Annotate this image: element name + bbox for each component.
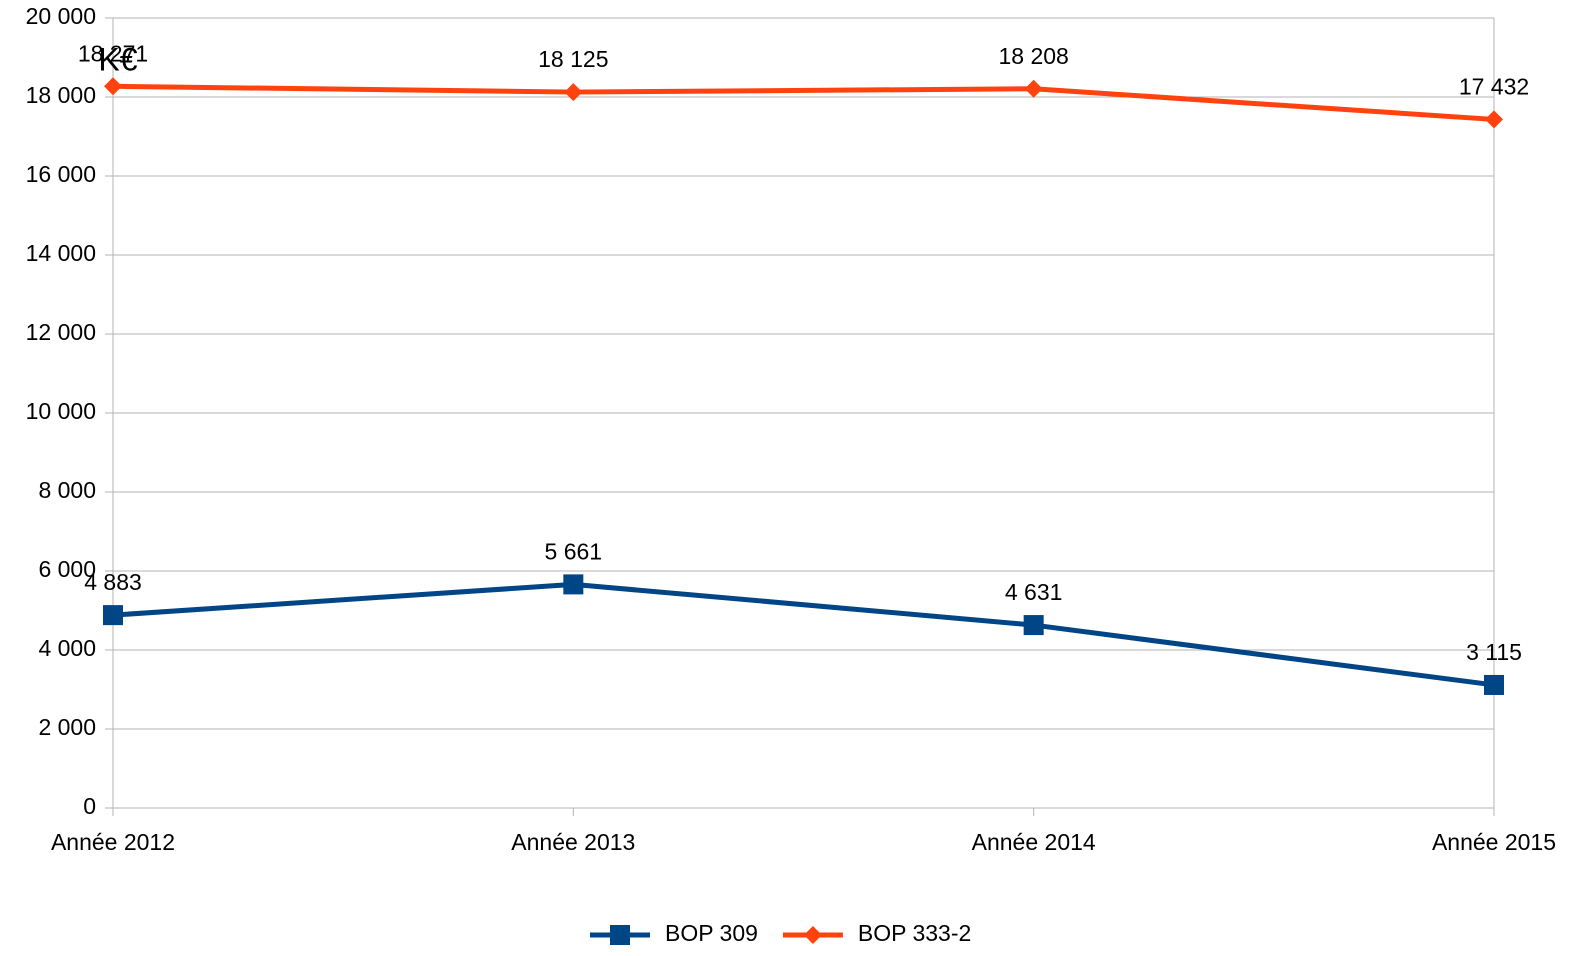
data-label: 4 631	[1005, 579, 1063, 605]
data-label: 5 661	[545, 538, 603, 564]
y-tick-label: 12 000	[26, 319, 96, 345]
legend-label: BOP 333-2	[858, 920, 971, 946]
legend-marker	[610, 925, 630, 945]
data-point	[563, 574, 584, 595]
data-point	[1485, 110, 1503, 129]
y-tick-label: 18 000	[26, 82, 96, 108]
x-tick-label: Année 2015	[1432, 829, 1556, 855]
series-line	[112, 581, 1495, 688]
data-point	[1023, 615, 1044, 636]
data-point	[104, 77, 122, 96]
data-label: 18 271	[78, 40, 148, 66]
data-point	[103, 605, 123, 626]
y-tick-label: 14 000	[26, 240, 96, 266]
y-tick-label: 0	[83, 793, 96, 819]
legend-marker	[803, 926, 822, 944]
data-point	[1024, 79, 1043, 98]
data-label: 3 115	[1466, 639, 1522, 665]
y-tick-label: 8 000	[38, 477, 96, 503]
y-tick-label: 4 000	[38, 635, 96, 661]
data-point	[564, 83, 583, 102]
data-label: 18 208	[998, 43, 1068, 69]
y-tick-label: 2 000	[38, 714, 96, 740]
x-tick-label: Année 2014	[972, 829, 1096, 855]
legend-label: BOP 309	[665, 920, 758, 946]
x-tick-label: Année 2013	[511, 829, 635, 855]
y-tick-label: 16 000	[26, 161, 96, 187]
y-tick-label: 10 000	[26, 398, 96, 424]
unit-annotation: K€	[98, 41, 137, 77]
data-label: 4 883	[84, 569, 142, 595]
y-tick-label: 6 000	[38, 556, 96, 582]
data-label: 17 432	[1459, 74, 1529, 100]
x-tick-label: Année 2012	[51, 829, 175, 855]
data-point	[1484, 674, 1504, 695]
series-line	[112, 83, 1495, 122]
y-tick-label: 20 000	[26, 3, 96, 29]
data-label: 18 125	[538, 46, 608, 72]
